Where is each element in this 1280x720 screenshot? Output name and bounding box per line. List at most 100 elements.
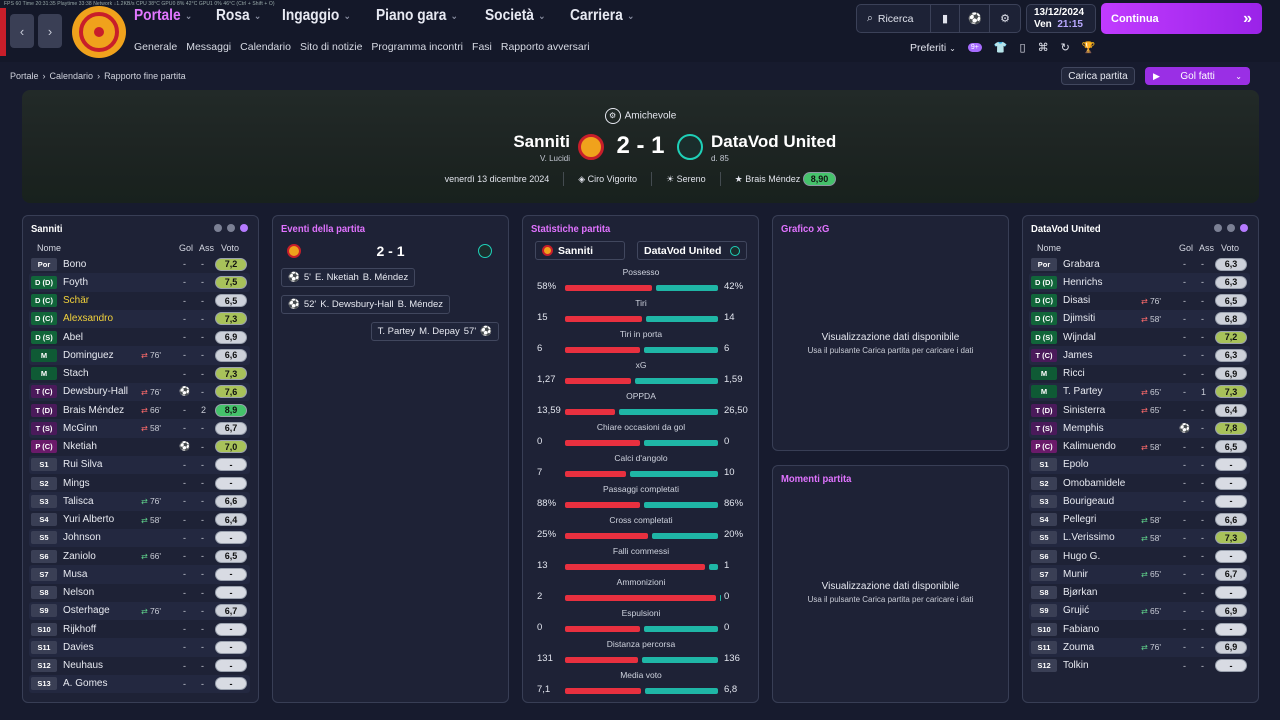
- breadcrumb-item[interactable]: Calendario: [49, 71, 94, 81]
- player-name[interactable]: Hugo G.: [1063, 550, 1101, 562]
- player-row[interactable]: M Stach - -7,3: [29, 365, 250, 383]
- player-name[interactable]: McGinn: [63, 422, 98, 434]
- player-row[interactable]: S1 Epolo - - -: [1029, 455, 1250, 474]
- player-row[interactable]: S6 Hugo G. - - -: [1029, 547, 1250, 565]
- player-name[interactable]: Henrichs: [1063, 276, 1103, 288]
- shirt-icon[interactable]: 👕: [993, 42, 1008, 54]
- player-row[interactable]: S5 L.Verissimo ⇄ 58' - -7,3: [1029, 528, 1250, 547]
- col-goals[interactable]: Gol: [179, 243, 194, 253]
- player-name[interactable]: Neuhaus: [63, 660, 104, 672]
- trophy-icon[interactable]: 🏆: [1081, 42, 1096, 54]
- player-row[interactable]: P (C) Nketiah ⚽ -7,0: [29, 438, 250, 456]
- player-name[interactable]: Stach: [63, 368, 89, 380]
- col-goals[interactable]: Gol: [1179, 243, 1194, 253]
- player-name[interactable]: Grujić: [1063, 605, 1090, 617]
- player-row[interactable]: S4 Yuri Alberto ⇄ 58' - -6,4: [29, 511, 250, 529]
- player-name[interactable]: Mings: [63, 477, 90, 489]
- player-row[interactable]: P (C) Kalimuendo ⇄ 58' - -6,5: [1029, 438, 1250, 456]
- col-rating[interactable]: Voto: [221, 243, 240, 253]
- player-name[interactable]: Musa: [63, 568, 88, 580]
- breadcrumb-item[interactable]: Portale: [10, 71, 39, 81]
- player-name[interactable]: Brais Méndez: [63, 404, 125, 416]
- player-name[interactable]: L.Verissimo: [1063, 532, 1115, 544]
- player-name[interactable]: A. Gomes: [63, 678, 108, 690]
- load-match-button[interactable]: Carica partita: [1061, 67, 1135, 85]
- player-name[interactable]: Rui Silva: [63, 459, 103, 471]
- menu-ingaggio[interactable]: Ingaggio ⌄: [282, 7, 351, 25]
- player-row[interactable]: S13 A. Gomes - - -: [29, 674, 250, 693]
- col-assists[interactable]: Ass: [1199, 243, 1215, 253]
- player-row[interactable]: S5 Johnson - - -: [29, 528, 250, 547]
- player-name[interactable]: Omobamidele: [1063, 477, 1126, 489]
- favorites-dropdown[interactable]: Preferiti ⌄: [910, 41, 956, 54]
- player-name[interactable]: Osterhage: [63, 605, 110, 617]
- player-row[interactable]: D (D) Henrichs - -6,3: [1029, 273, 1250, 292]
- player-name[interactable]: Davies: [63, 641, 94, 653]
- player-name[interactable]: Ricci: [1063, 368, 1085, 380]
- player-row[interactable]: S7 Munir ⇄ 65' - -6,7: [1029, 565, 1250, 584]
- forward-button[interactable]: ›: [38, 14, 62, 48]
- menu-carriera[interactable]: Carriera ⌄: [570, 7, 634, 25]
- player-row[interactable]: S9 Grujić ⇄ 65' - -6,9: [1029, 601, 1250, 620]
- player-row[interactable]: S7 Musa - - -: [29, 565, 250, 584]
- player-name[interactable]: Foyth: [63, 276, 89, 288]
- col-name[interactable]: Nome: [37, 243, 62, 253]
- man-of-the-match[interactable]: Brais Méndez: [745, 174, 801, 184]
- player-name[interactable]: Johnson: [63, 532, 101, 544]
- submenu-item[interactable]: Sito di notizie: [299, 41, 363, 53]
- player-row[interactable]: S1 Rui Silva - - -: [29, 455, 250, 474]
- player-name[interactable]: Bono: [63, 258, 87, 270]
- notification-badge[interactable]: 9+: [967, 43, 982, 52]
- player-name[interactable]: Talisca: [63, 495, 94, 507]
- player-name[interactable]: Zouma: [1063, 641, 1095, 653]
- player-row[interactable]: S2 Omobamidele - - -: [1029, 474, 1250, 492]
- player-name[interactable]: Nelson: [63, 587, 95, 599]
- player-row[interactable]: D (C) Alexsandro - -7,3: [29, 309, 250, 328]
- player-name[interactable]: Pellegri: [1063, 514, 1097, 526]
- player-name[interactable]: Dominguez: [63, 349, 114, 361]
- player-row[interactable]: S3 Talisca ⇄ 76' - -6,6: [29, 492, 250, 511]
- player-row[interactable]: D (C) Djimsiti ⇄ 58' - -6,8: [1029, 309, 1250, 328]
- player-name[interactable]: T. Partey: [1063, 386, 1103, 398]
- player-name[interactable]: Bjørkan: [1063, 587, 1098, 599]
- player-row[interactable]: D (D) Foyth - -7,5: [29, 273, 250, 292]
- player-name[interactable]: Abel: [63, 331, 84, 343]
- panel-view-toggle[interactable]: [1214, 224, 1248, 232]
- gear-icon[interactable]: ⚙: [1000, 13, 1011, 25]
- player-row[interactable]: S9 Osterhage ⇄ 76' - -6,7: [29, 601, 250, 620]
- player-name[interactable]: Yuri Alberto: [63, 514, 115, 526]
- stats-home-team[interactable]: Sanniti: [535, 241, 625, 260]
- player-name[interactable]: Dewsbury-Hall: [63, 386, 129, 398]
- submenu-item[interactable]: Rapporto avversari: [500, 41, 590, 53]
- ball-icon[interactable]: ⚽: [960, 5, 991, 32]
- player-row[interactable]: S2 Mings - - -: [29, 474, 250, 492]
- player-row[interactable]: T (S) Memphis ⚽ -7,8: [1029, 419, 1250, 438]
- home-team[interactable]: Sanniti V. Lucidi: [513, 132, 570, 163]
- player-name[interactable]: Sinisterra: [1063, 404, 1106, 416]
- player-name[interactable]: Munir: [1063, 568, 1089, 580]
- game-date[interactable]: 13/12/2024 Ven 21:15: [1026, 4, 1096, 33]
- player-row[interactable]: S8 Nelson - - -: [29, 584, 250, 602]
- search-button[interactable]: ⌕ Ricerca: [857, 5, 931, 32]
- club-logo[interactable]: [72, 6, 126, 58]
- player-name[interactable]: Wijndal: [1063, 331, 1096, 343]
- player-name[interactable]: Bourigeaud: [1063, 495, 1115, 507]
- player-row[interactable]: D (S) Abel - -6,9: [29, 328, 250, 346]
- card-icon[interactable]: ▯: [1019, 42, 1026, 54]
- goal-event[interactable]: ⚽ 5' E. Nketiah B. Méndez: [281, 268, 416, 287]
- away-team[interactable]: DataVod United d. 85: [711, 132, 836, 163]
- player-row[interactable]: M T. Partey ⇄ 65' - 1 7,3: [1029, 382, 1250, 401]
- player-row[interactable]: S12 Tolkin - - -: [1029, 657, 1250, 675]
- player-name[interactable]: Grabara: [1063, 258, 1100, 270]
- continue-button[interactable]: Continua »: [1101, 3, 1262, 34]
- col-assists[interactable]: Ass: [199, 243, 215, 253]
- player-row[interactable]: M Ricci - -6,9: [1029, 365, 1250, 383]
- player-row[interactable]: S12 Neuhaus - - -: [29, 657, 250, 675]
- bookmark-icon[interactable]: ▮: [931, 5, 961, 32]
- goal-event[interactable]: ⚽ 52' K. Dewsbury-Hall B. Méndez: [281, 295, 451, 314]
- player-row[interactable]: S3 Bourigeaud - - -: [1029, 492, 1250, 511]
- col-rating[interactable]: Voto: [1221, 243, 1240, 253]
- player-row[interactable]: Por Grabara - -6,3: [1029, 255, 1250, 273]
- player-name[interactable]: Djimsiti: [1063, 313, 1096, 325]
- menu-piano-gara[interactable]: Piano gara ⌄: [376, 7, 458, 25]
